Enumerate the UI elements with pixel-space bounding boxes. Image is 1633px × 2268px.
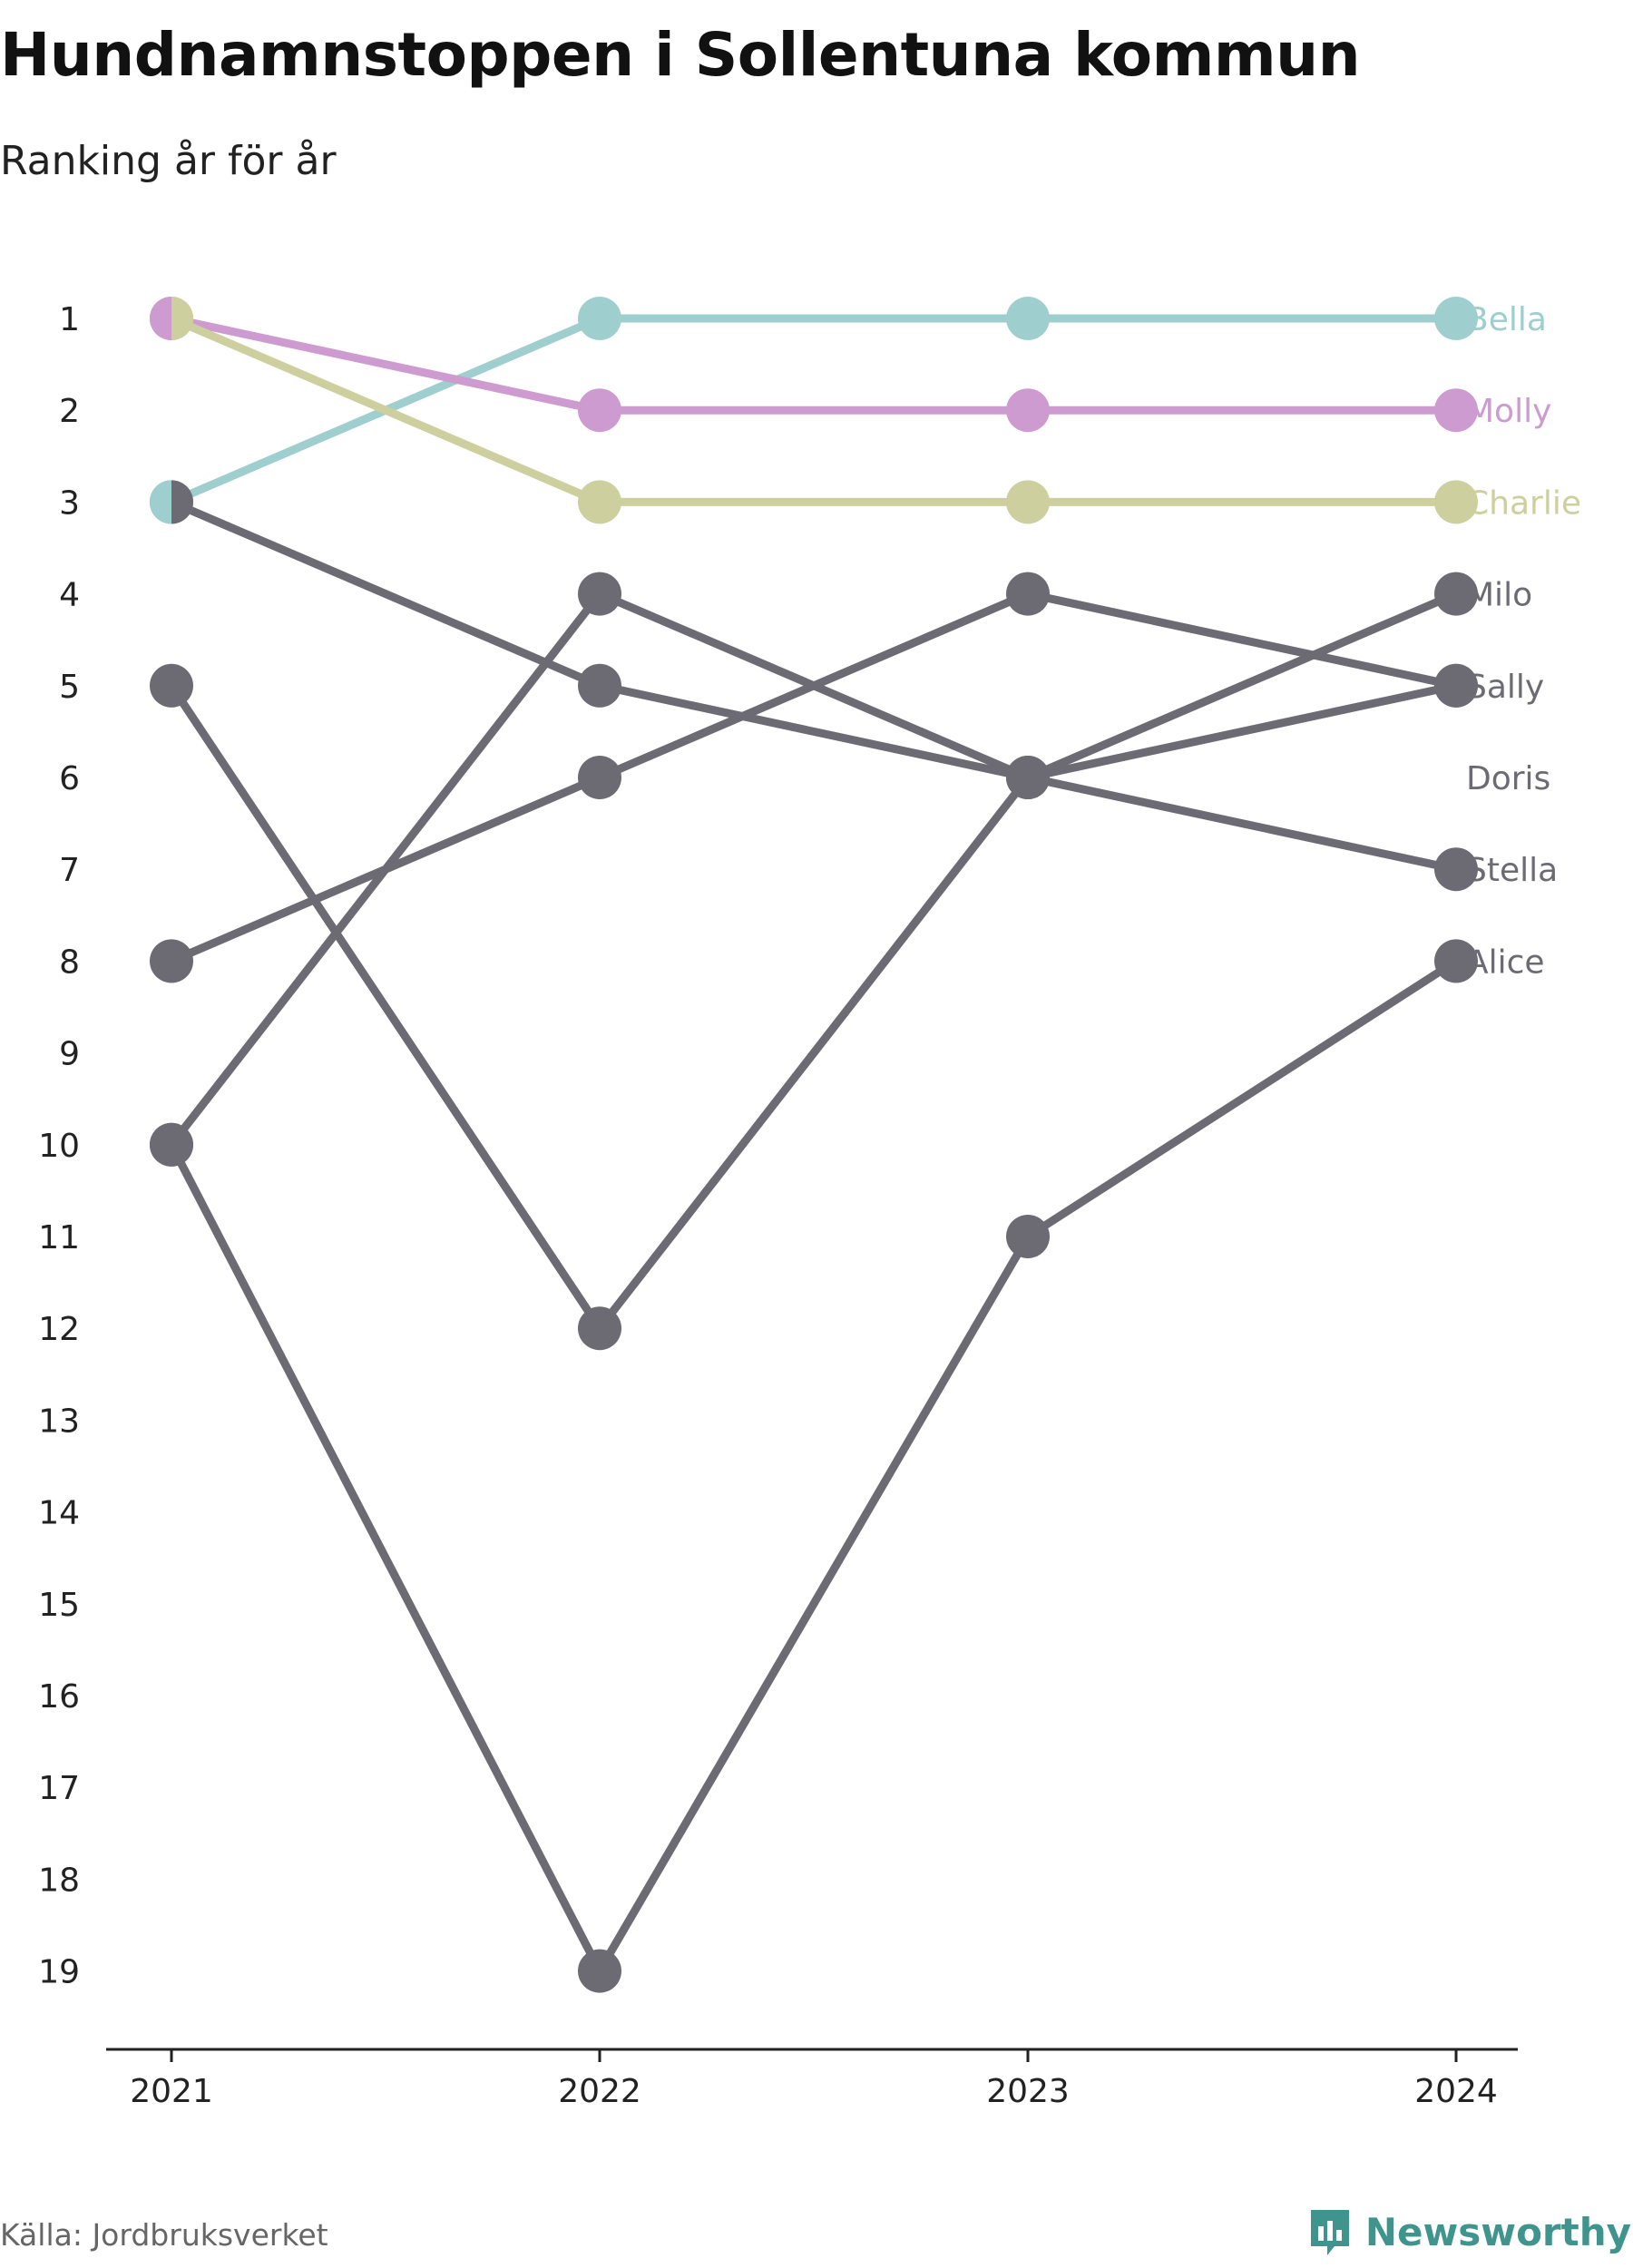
- point-stella: [578, 663, 621, 708]
- series-label-stella: Stella: [1466, 852, 1558, 889]
- point-bella: [578, 297, 621, 340]
- series-labels: Bella Molly Charlie Milo Sally Doris Stella Ali…: [1466, 301, 1581, 981]
- x-axis: 2021 2022 2023 2024: [106, 2048, 1518, 2110]
- x-tick-label: 2023: [986, 2073, 1070, 2110]
- series-line-unnamed: [167, 590, 1461, 965]
- point-unnamed: [1434, 663, 1478, 708]
- y-tick-label: 19: [38, 1954, 80, 1991]
- point-sally: [150, 663, 193, 708]
- brand-name: Newsworthy: [1364, 2209, 1631, 2254]
- series-label-bella: Bella: [1466, 301, 1547, 338]
- point-bella: [1006, 297, 1050, 340]
- point-molly: [578, 388, 621, 433]
- series-line-charlie: [167, 314, 1461, 506]
- y-tick-label: 1: [59, 301, 80, 338]
- point-charlie: [1434, 480, 1478, 524]
- point-milo: [578, 572, 621, 616]
- y-tick-label: 6: [59, 760, 80, 797]
- y-tick-label: 11: [38, 1219, 80, 1256]
- y-tick-label: 16: [38, 1678, 80, 1716]
- series-points: [150, 297, 1478, 1993]
- point-molly: [1434, 388, 1478, 433]
- point-bella: [1434, 297, 1478, 340]
- point-stella: [1006, 756, 1050, 799]
- split-point-rank3-left: [150, 480, 171, 524]
- series-line-sally: [167, 681, 1461, 1333]
- series-label-molly: Molly: [1466, 393, 1551, 430]
- series-line-stella: [167, 497, 1461, 874]
- series-label-charlie: Charlie: [1466, 484, 1581, 522]
- y-tick-label: 2: [59, 393, 80, 430]
- chart-subtitle: Ranking år för år: [0, 138, 337, 184]
- y-tick-label: 18: [38, 1862, 80, 1899]
- series-line-molly: [167, 314, 1461, 415]
- point-sally: [578, 1306, 621, 1351]
- y-tick-label: 15: [38, 1587, 80, 1624]
- point-molly: [1006, 388, 1050, 433]
- split-point-rank3-right: [171, 480, 193, 524]
- split-point-rank1-left: [150, 297, 171, 340]
- series-line-milo: [167, 590, 1461, 1149]
- series-label-milo: Milo: [1466, 577, 1532, 614]
- point-stella: [1434, 847, 1478, 892]
- source-note: Källa: Jordbruksverket: [0, 2217, 328, 2253]
- y-tick-label: 14: [38, 1495, 80, 1532]
- split-point-rank1-right: [171, 297, 193, 340]
- series-label-doris: Doris: [1466, 760, 1550, 797]
- point-alice: [578, 1949, 621, 1993]
- series-label-sally: Sally: [1466, 669, 1544, 706]
- chart-title: Hundnamnstoppen i Sollentuna kommun: [0, 20, 1361, 90]
- point-milo: [1434, 572, 1478, 616]
- point-alice: [1006, 1215, 1050, 1258]
- point-unnamed: [578, 756, 621, 799]
- x-tick-label: 2022: [558, 2073, 641, 2110]
- point-unnamed: [1006, 572, 1050, 616]
- y-tick-label: 3: [59, 484, 80, 522]
- x-tick-label: 2021: [130, 2073, 213, 2110]
- y-tick-label: 10: [38, 1128, 80, 1165]
- y-tick-label: 9: [59, 1036, 80, 1073]
- point-alice: [1434, 939, 1478, 983]
- x-tick-label: 2024: [1414, 2073, 1498, 2110]
- point-alice: [150, 1122, 193, 1167]
- y-tick-label: 13: [38, 1403, 80, 1440]
- series-lines: [167, 314, 1461, 1976]
- point-charlie: [1006, 480, 1050, 524]
- y-tick-label: 5: [59, 669, 80, 706]
- point-charlie: [578, 480, 621, 524]
- y-tick-label: 7: [59, 852, 80, 889]
- newsworthy-icon: [1310, 2210, 1349, 2255]
- brand-logo[interactable]: Newsworthy: [1307, 2206, 1631, 2257]
- y-tick-label: 12: [38, 1311, 80, 1348]
- point-unnamed: [150, 939, 193, 983]
- series-line-alice: [167, 956, 1461, 1976]
- series-label-alice: Alice: [1466, 943, 1545, 981]
- y-tick-label: 17: [38, 1770, 80, 1807]
- y-tick-label: 4: [59, 577, 80, 614]
- y-tick-label: 8: [59, 943, 80, 981]
